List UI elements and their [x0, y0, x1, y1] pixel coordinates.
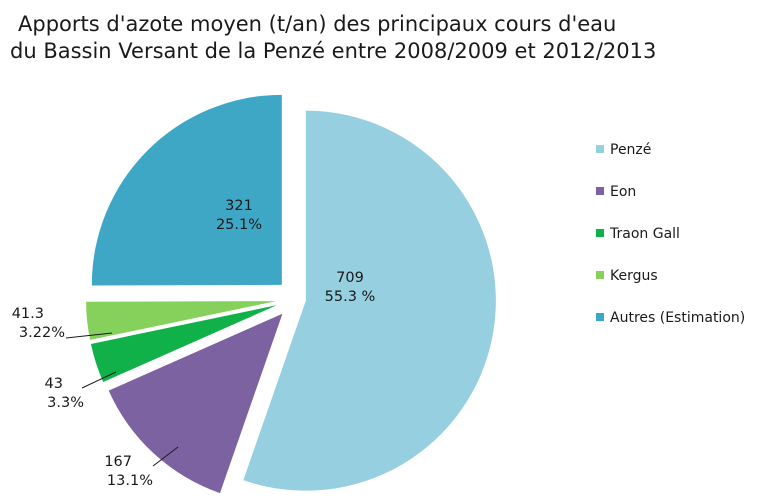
legend-label-penze: Penzé — [610, 142, 651, 158]
chart-subtitle: du Bassin Versant de la Penzé entre 2008… — [10, 39, 656, 63]
legend-swatch-eon — [596, 187, 604, 195]
pie-slice-kergus — [86, 301, 277, 340]
leader-line-kergus — [65, 332, 113, 339]
slice-value-label-eon: 167 — [104, 454, 132, 470]
slice-percent-label-penze: 55.3 % — [325, 289, 376, 305]
pie-slice-autres-estimation — [91, 94, 282, 286]
slice-value-label-kergus: 41.3 — [12, 306, 44, 322]
slice-value-label-traon-gall: 43 — [45, 376, 63, 392]
pie-slices — [86, 94, 496, 494]
slice-labels: 709 55.3 % 167 13.1% 43 3.3% 41.3 3.22% 321 25.1% — [12, 198, 376, 489]
legend-swatch-kergus — [596, 271, 604, 279]
slice-percent-label-kergus: 3.22% — [19, 325, 65, 341]
slice-percent-label-eon: 13.1% — [107, 473, 153, 489]
slice-percent-label-traon-gall: 3.3% — [47, 395, 84, 411]
legend-swatch-autres-estimation — [596, 313, 604, 321]
legend: Penzé Eon Traon Gall Kergus Autres (Estimati… — [596, 142, 745, 326]
legend-swatch-traon-gall — [596, 229, 604, 237]
slice-percent-label-autres-estimation: 25.1% — [216, 217, 262, 233]
legend-label-autres-estimation: Autres (Estimation) — [610, 310, 745, 326]
slice-value-label-autres-estimation: 321 — [225, 198, 253, 214]
chart-title: Apports d'azote moyen (t/an) des princip… — [18, 12, 616, 36]
legend-label-traon-gall: Traon Gall — [609, 226, 680, 242]
pie-slice-penze — [243, 110, 496, 491]
pie-slice-eon — [108, 313, 283, 494]
legend-label-eon: Eon — [610, 184, 636, 200]
leader-line-traon-gall — [81, 371, 117, 389]
legend-swatch-penze — [596, 145, 604, 153]
leader-line-eon — [152, 446, 179, 467]
pie-slice-traon-gall — [90, 305, 277, 383]
legend-label-kergus: Kergus — [610, 268, 658, 284]
slice-value-label-penze: 709 — [336, 270, 364, 286]
